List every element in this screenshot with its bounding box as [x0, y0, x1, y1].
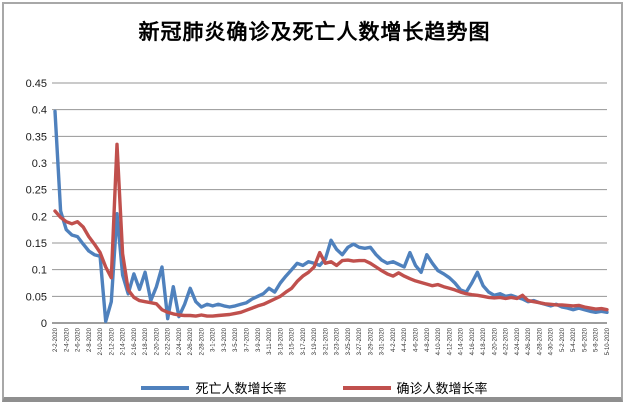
legend-label-confirmed: 确诊人数增长率 — [396, 381, 488, 396]
x-tick-label: 3-25-2020 — [346, 327, 352, 355]
confirmed-line-series — [53, 142, 609, 318]
y-tick-label: 0.05 — [26, 291, 47, 303]
y-tick-label: 0.1 — [32, 265, 47, 277]
x-tick-label: 4-2-2020 — [391, 327, 397, 352]
chart-frame — [2, 2, 623, 402]
x-tick-label: 4-4-2020 — [402, 327, 408, 352]
x-tick-label: 2-2-2020 — [53, 327, 59, 352]
x-tick-label: 4-8-2020 — [425, 327, 431, 352]
x-tick-label: 3-11-2020 — [267, 327, 273, 355]
x-tick-label: 3-19-2020 — [312, 327, 318, 355]
y-tick-label: 0.25 — [26, 185, 47, 197]
x-tick-label: 2-16-2020 — [132, 327, 138, 355]
chart-title: 新冠肺炎确诊及死亡人数增长趋势图 — [138, 21, 491, 44]
x-tick-label: 4-14-2020 — [459, 327, 465, 355]
x-tick-label: 2-22-2020 — [166, 327, 172, 355]
x-tick-label: 4-12-2020 — [447, 327, 453, 355]
x-tick-label: 2-4-2020 — [64, 327, 70, 352]
legend-swatch-deaths — [141, 385, 190, 390]
x-tick-label: 3-9-2020 — [256, 327, 262, 352]
legend-item-deaths: 死亡人数增长率 — [141, 378, 287, 397]
y-tick-label: 0.35 — [26, 131, 47, 143]
y-tick-label: 0.2 — [32, 211, 47, 223]
x-tick-label: 4-16-2020 — [470, 327, 476, 355]
x-tick-label: 2-10-2020 — [98, 327, 104, 355]
x-tick-label: 5-10-2020 — [605, 327, 611, 355]
x-tick-label: 5-6-2020 — [582, 327, 588, 352]
x-tick-label: 4-22-2020 — [504, 327, 510, 355]
x-tick-label: 2-24-2020 — [177, 327, 183, 355]
x-tick-label: 2-28-2020 — [199, 327, 205, 355]
x-tick-label: 3-17-2020 — [301, 327, 307, 355]
x-tick-label: 5-8-2020 — [594, 327, 600, 352]
x-tick-label: 3-3-2020 — [222, 327, 228, 352]
x-tick-label: 3-23-2020 — [335, 327, 341, 355]
x-tick-label: 3-7-2020 — [245, 327, 251, 352]
x-tick-label: 2-20-2020 — [154, 327, 160, 355]
x-tick-label: 2-26-2020 — [188, 327, 194, 355]
x-tick-label: 3-1-2020 — [211, 327, 217, 352]
x-tick-label: 3-27-2020 — [357, 327, 363, 355]
x-tick-label: 3-15-2020 — [290, 327, 296, 355]
x-tick-label: 2-6-2020 — [76, 327, 82, 352]
legend-swatch-confirmed — [342, 385, 391, 390]
x-tick-label: 3-31-2020 — [380, 327, 386, 355]
x-tick-label: 4-28-2020 — [537, 327, 543, 355]
x-tick-label: 4-20-2020 — [492, 327, 498, 355]
x-tick-label: 3-5-2020 — [233, 327, 239, 352]
x-tick-label: 4-18-2020 — [481, 327, 487, 355]
legend: 死亡人数增长率 确诊人数增长率 — [0, 378, 629, 397]
legend-label-deaths: 死亡人数增长率 — [195, 381, 287, 396]
y-tick-label: 0.45 — [26, 78, 47, 90]
x-tick-label: 4-10-2020 — [436, 327, 442, 355]
legend-item-confirmed: 确诊人数增长率 — [342, 378, 488, 397]
x-tick-label: 3-13-2020 — [278, 327, 284, 355]
x-tick-label: 3-29-2020 — [368, 327, 374, 355]
y-tick-label: 0.15 — [26, 238, 47, 250]
y-tick-label: 0 — [41, 318, 47, 330]
x-tick-label: 2-18-2020 — [143, 327, 149, 355]
x-tick-label: 3-21-2020 — [323, 327, 329, 355]
x-tick-label: 5-2-2020 — [560, 327, 566, 352]
x-tick-label: 5-4-2020 — [571, 327, 577, 352]
x-tick-label: 2-8-2020 — [87, 327, 93, 352]
x-tick-label: 4-26-2020 — [526, 327, 532, 355]
x-tick-label: 2-12-2020 — [109, 327, 115, 355]
x-tick-label: 4-24-2020 — [515, 327, 521, 355]
x-tick-label: 4-6-2020 — [413, 327, 419, 352]
x-tick-label: 2-14-2020 — [121, 327, 127, 355]
x-tick-label: 4-30-2020 — [549, 327, 555, 355]
y-tick-label: 0.4 — [32, 105, 47, 117]
y-tick-label: 0.3 — [32, 158, 47, 170]
